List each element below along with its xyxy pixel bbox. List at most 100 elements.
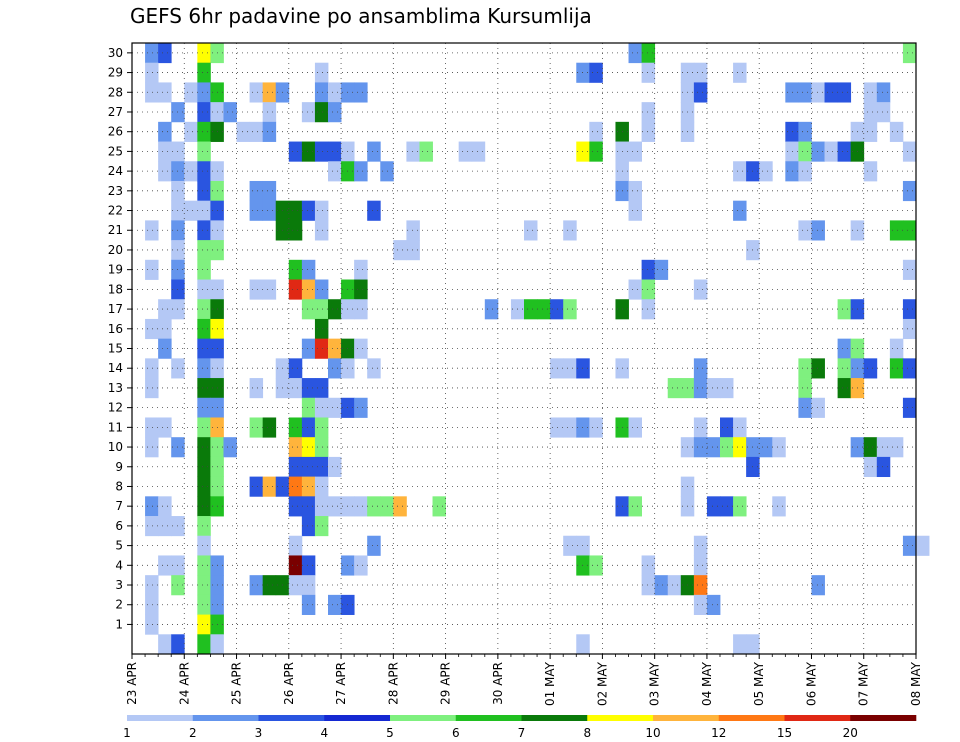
heatmap-cell bbox=[197, 535, 211, 556]
heatmap-cell bbox=[693, 535, 708, 556]
heatmap-cell bbox=[158, 82, 172, 103]
heatmap-cell bbox=[889, 338, 904, 359]
y-tick-label: 13 bbox=[108, 381, 123, 395]
y-tick-label: 19 bbox=[108, 263, 123, 277]
heatmap-cell bbox=[706, 594, 721, 615]
heatmap-cell bbox=[262, 82, 277, 103]
heatmap-cells bbox=[145, 43, 930, 655]
heatmap-cell bbox=[550, 299, 564, 320]
heatmap-cell bbox=[837, 82, 852, 103]
heatmap-cell bbox=[197, 121, 211, 142]
heatmap-cell bbox=[733, 161, 747, 182]
colorbar-tick-label: 5 bbox=[386, 726, 394, 740]
heatmap-cell bbox=[354, 82, 368, 103]
heatmap-cell bbox=[576, 417, 590, 438]
y-tick-label: 28 bbox=[108, 85, 123, 99]
heatmap-cell bbox=[876, 102, 891, 123]
heatmap-cell bbox=[367, 141, 381, 162]
heatmap-cell bbox=[145, 43, 159, 64]
heatmap-cell bbox=[667, 575, 682, 596]
heatmap-cell bbox=[432, 496, 446, 517]
heatmap-cell bbox=[811, 358, 825, 379]
colorbar-tick-label: 10 bbox=[645, 726, 660, 740]
heatmap-cell bbox=[145, 437, 159, 458]
colorbar-tick-label: 20 bbox=[843, 726, 858, 740]
heatmap-cell bbox=[158, 555, 172, 576]
heatmap-cell bbox=[145, 318, 159, 340]
heatmap-cell bbox=[837, 299, 852, 320]
heatmap-cell bbox=[197, 516, 211, 537]
heatmap-cell bbox=[902, 397, 917, 418]
heatmap-cell bbox=[301, 476, 316, 497]
heatmap-cell bbox=[419, 141, 433, 162]
heatmap-cell bbox=[301, 575, 316, 596]
heatmap-cell bbox=[798, 397, 812, 418]
heatmap-cell bbox=[328, 161, 342, 182]
colorbar-tick-label: 15 bbox=[777, 726, 792, 740]
y-tick-label: 18 bbox=[108, 282, 123, 296]
x-tick-label: 24 APR bbox=[177, 662, 191, 705]
heatmap-cell bbox=[902, 299, 917, 320]
y-tick-label: 12 bbox=[108, 401, 123, 415]
heatmap-cell bbox=[301, 555, 316, 576]
heatmap-cell bbox=[524, 220, 538, 241]
heatmap-cell bbox=[288, 496, 303, 517]
heatmap-cell bbox=[314, 82, 329, 103]
heatmap-cell bbox=[641, 299, 656, 320]
heatmap-cell bbox=[589, 141, 603, 162]
y-axis: 1234567891011121314151617181920212223242… bbox=[108, 46, 132, 631]
heatmap-cell bbox=[876, 437, 891, 458]
heatmap-cell bbox=[197, 43, 211, 64]
heatmap-cell bbox=[733, 437, 747, 458]
heatmap-cell bbox=[301, 102, 316, 123]
heatmap-cell bbox=[262, 102, 277, 123]
heatmap-cell bbox=[837, 378, 852, 399]
x-tick-label: 30 APR bbox=[491, 662, 505, 705]
heatmap-cell bbox=[314, 279, 329, 300]
colorbar-swatch bbox=[258, 715, 325, 721]
heatmap-cell bbox=[628, 417, 642, 438]
heatmap-cell bbox=[902, 141, 917, 162]
heatmap-cell bbox=[393, 496, 407, 517]
heatmap-cell bbox=[301, 496, 316, 517]
colorbar-tick-label: 8 bbox=[583, 726, 591, 740]
heatmap-cell bbox=[354, 299, 368, 320]
x-tick-label: 28 APR bbox=[386, 662, 400, 705]
heatmap-cell bbox=[314, 397, 329, 418]
heatmap-cell bbox=[197, 240, 211, 261]
y-tick-label: 9 bbox=[115, 460, 123, 474]
colorbar-swatch bbox=[850, 715, 917, 721]
heatmap-cell bbox=[314, 318, 329, 340]
heatmap-cell bbox=[314, 378, 329, 399]
heatmap-cell bbox=[145, 259, 159, 280]
heatmap-cell bbox=[354, 338, 368, 359]
heatmap-cell bbox=[641, 279, 656, 300]
heatmap-cell bbox=[197, 437, 211, 458]
heatmap-cell bbox=[197, 614, 211, 635]
heatmap-cell bbox=[301, 299, 316, 320]
heatmap-cell bbox=[314, 62, 329, 83]
heatmap-cell bbox=[628, 496, 642, 517]
heatmap-cell bbox=[197, 594, 211, 615]
heatmap-cell bbox=[262, 121, 277, 142]
heatmap-cell bbox=[314, 102, 329, 123]
heatmap-cell bbox=[367, 496, 381, 517]
x-tick-label: 08 MAY bbox=[909, 661, 923, 706]
heatmap-cell bbox=[693, 417, 708, 438]
colorbar-tick-label: 4 bbox=[320, 726, 328, 740]
x-tick-label: 29 APR bbox=[439, 662, 453, 705]
heatmap-cell bbox=[171, 634, 185, 655]
x-tick-label: 27 APR bbox=[334, 662, 348, 705]
heatmap-cell bbox=[550, 358, 564, 379]
heatmap-cell bbox=[288, 279, 303, 300]
heatmap-cell bbox=[889, 358, 904, 379]
heatmap-cell bbox=[406, 220, 420, 241]
y-tick-label: 21 bbox=[108, 223, 123, 237]
heatmap-cell bbox=[197, 555, 211, 576]
heatmap-cell bbox=[720, 496, 734, 517]
heatmap-cell bbox=[314, 417, 329, 438]
heatmap-cell bbox=[262, 417, 277, 438]
heatmap-cell bbox=[798, 358, 812, 379]
heatmap-cell bbox=[314, 437, 329, 458]
heatmap-cell bbox=[145, 496, 159, 517]
